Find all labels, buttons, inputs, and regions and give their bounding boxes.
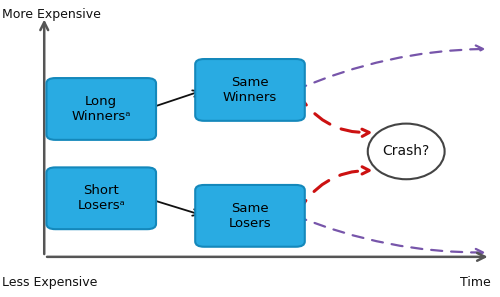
FancyArrowPatch shape xyxy=(296,45,483,90)
Text: More Expensive: More Expensive xyxy=(2,8,101,21)
FancyBboxPatch shape xyxy=(195,59,305,121)
Text: Same
Winners: Same Winners xyxy=(223,76,277,104)
Text: Time: Time xyxy=(460,276,490,289)
Text: Same
Losers: Same Losers xyxy=(228,202,272,230)
FancyBboxPatch shape xyxy=(46,168,156,229)
Text: Crash?: Crash? xyxy=(382,144,430,158)
Text: Less Expensive: Less Expensive xyxy=(2,276,98,289)
FancyArrowPatch shape xyxy=(296,167,370,216)
Ellipse shape xyxy=(368,124,444,179)
FancyBboxPatch shape xyxy=(195,185,305,247)
Text: Short
Losersᵃ: Short Losersᵃ xyxy=(78,184,125,212)
FancyArrowPatch shape xyxy=(296,90,370,136)
FancyBboxPatch shape xyxy=(46,78,156,140)
FancyArrowPatch shape xyxy=(296,216,483,256)
Text: Long
Winnersᵃ: Long Winnersᵃ xyxy=(72,95,131,123)
